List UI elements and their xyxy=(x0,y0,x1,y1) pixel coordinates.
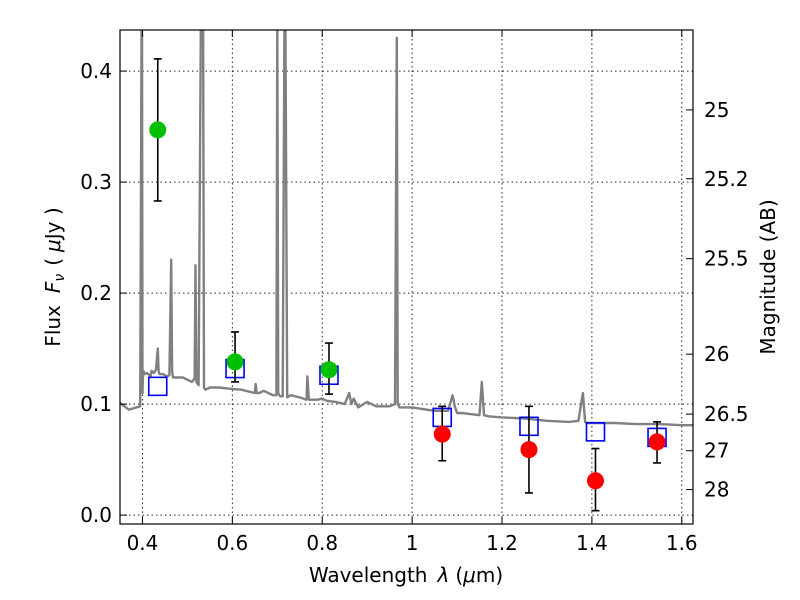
y-axis-title: Flux xyxy=(41,305,65,347)
x-tick-label: 0.8 xyxy=(306,531,338,555)
y-tick-label: 0.2 xyxy=(80,281,112,305)
y2-tick-label: 28 xyxy=(704,478,729,502)
x-axis-title: Wavelength xyxy=(309,563,428,587)
red-flux-point xyxy=(648,433,666,451)
x-tick-label: 1.4 xyxy=(576,531,608,555)
x-tick-label: 1 xyxy=(406,531,419,555)
y-axis-unit-open: ( xyxy=(41,258,65,266)
x-axis-symbol: λ xyxy=(436,563,449,587)
x-tick-label: 1.2 xyxy=(486,531,518,555)
y2-tick-label: 25 xyxy=(704,98,729,122)
y-axis-unit-mu: μ xyxy=(41,239,65,253)
plot-frame xyxy=(119,29,694,525)
ticks: 0.4 0.6 0.8 1 1.2 1.4 1.6 0.0 0.1 0.2 0.3 0.4 25 25.2… xyxy=(80,30,749,555)
plot-area xyxy=(120,30,693,512)
x-tick-label: 1.6 xyxy=(666,531,698,555)
y-axis-unit-rest: Jy ) xyxy=(41,207,65,241)
model-square xyxy=(147,376,168,397)
x-tick-label: 0.6 xyxy=(216,531,248,555)
x-axis-unit-open: ( xyxy=(455,563,463,587)
grid xyxy=(120,30,693,524)
green-flux-point xyxy=(149,121,167,139)
y-tick-label: 0.3 xyxy=(80,170,112,194)
y2-axis-label: Magnitude (AB) xyxy=(756,199,780,354)
green-flux-point xyxy=(320,361,338,379)
spectrum-line xyxy=(120,30,693,427)
y-axis-subscript: ν xyxy=(52,274,68,282)
red-flux-point xyxy=(520,441,538,459)
model-square xyxy=(585,422,606,442)
green-flux-point xyxy=(226,353,244,371)
red-flux-point xyxy=(586,472,604,490)
x-tick-label: 0.4 xyxy=(127,531,159,555)
y2-tick-label: 25.5 xyxy=(704,247,749,271)
x-axis-label: Wavelength λ (μm) xyxy=(309,563,503,587)
y2-tick-label: 26.5 xyxy=(704,402,749,426)
y2-tick-label: 25.2 xyxy=(704,167,749,191)
x-axis-unit-rest: m) xyxy=(476,563,503,587)
y2-tick-label: 26 xyxy=(704,342,729,366)
y-tick-label: 0.1 xyxy=(80,392,112,416)
y-tick-label: 0.4 xyxy=(80,59,112,83)
y-axis-symbol: F xyxy=(41,281,65,293)
y-tick-label: 0.0 xyxy=(80,503,112,527)
y2-tick-label: 27 xyxy=(704,439,729,463)
y-axis-label: Flux Fν ( μJy ) xyxy=(41,207,68,346)
plot-background xyxy=(120,30,693,524)
x-axis-unit-mu: μ xyxy=(462,563,476,587)
red-flux-point xyxy=(433,425,451,443)
